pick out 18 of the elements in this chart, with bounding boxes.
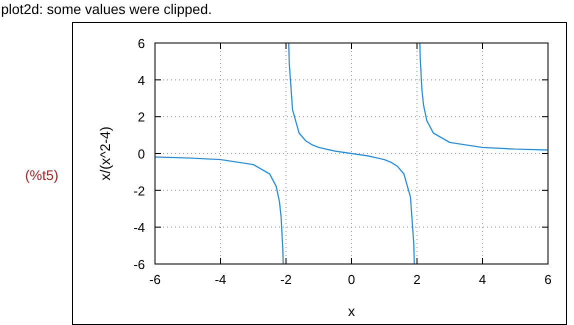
x-tick-label: -2 (280, 272, 292, 287)
x-tick-label: 4 (478, 272, 486, 287)
text: plot2d: some values were clipped. (1, 1, 212, 17)
x-tick-label: 0 (348, 272, 356, 287)
x-tick-label: -4 (214, 272, 226, 287)
y-tick-label: 2 (138, 110, 145, 125)
y-tick-label: 6 (138, 36, 145, 51)
y-tick-label: 4 (138, 72, 145, 88)
y-tick-label: 0 (138, 146, 145, 162)
x-tick-label: 2 (413, 272, 421, 287)
text: (%t5) (25, 167, 58, 183)
y-tick-label: -6 (133, 257, 145, 272)
x-axis-title: x (348, 303, 355, 319)
x-tick-label: -6 (149, 272, 161, 287)
y-tick-label: -2 (133, 183, 145, 198)
y-tick-label: -4 (133, 220, 145, 236)
x-tick-label: 6 (544, 272, 552, 287)
y-axis-title: x/(x^2-4) (97, 126, 113, 181)
